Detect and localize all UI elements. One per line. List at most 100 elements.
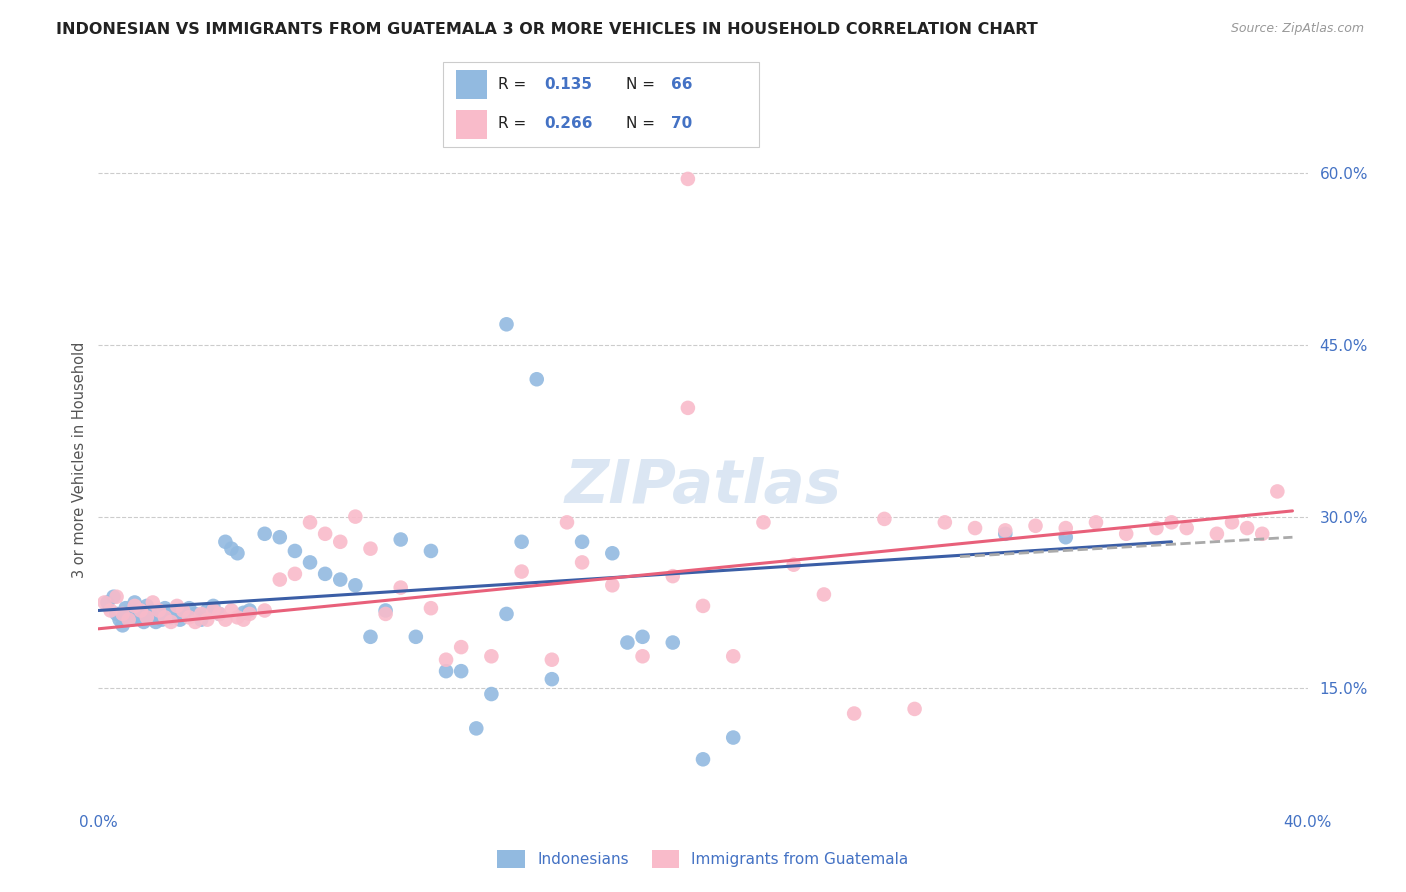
Point	[526, 372, 548, 386]
Point	[676, 401, 699, 415]
Point	[631, 630, 654, 644]
Point	[172, 603, 194, 617]
Point	[904, 702, 927, 716]
Point	[934, 516, 956, 530]
Point	[232, 613, 254, 627]
Point	[481, 687, 503, 701]
Point	[540, 653, 562, 667]
Point	[465, 722, 488, 736]
Point	[692, 752, 714, 766]
Point	[602, 578, 624, 592]
Point	[1144, 521, 1167, 535]
Text: 70: 70	[671, 116, 692, 131]
Point	[142, 595, 165, 609]
Point	[202, 599, 225, 613]
Point	[221, 603, 243, 617]
Point	[360, 630, 382, 644]
Point	[221, 541, 243, 556]
Point	[160, 610, 183, 624]
Point	[344, 509, 367, 524]
Point	[124, 595, 146, 609]
Point	[314, 526, 336, 541]
Point	[1236, 521, 1258, 535]
Point	[190, 607, 212, 621]
Point	[127, 603, 149, 617]
Point	[434, 653, 457, 667]
Point	[132, 615, 155, 629]
Point	[129, 610, 152, 624]
Point	[374, 603, 396, 617]
Point	[510, 534, 533, 549]
Point	[253, 603, 276, 617]
Text: N =: N =	[627, 116, 661, 131]
Point	[540, 672, 562, 686]
Point	[114, 601, 136, 615]
Point	[994, 524, 1017, 538]
Point	[153, 601, 176, 615]
Point	[723, 731, 745, 745]
Point	[299, 555, 322, 570]
Point	[253, 526, 276, 541]
Point	[145, 615, 167, 629]
Point	[844, 706, 866, 721]
Point	[374, 607, 396, 621]
Text: INDONESIAN VS IMMIGRANTS FROM GUATEMALA 3 OR MORE VEHICLES IN HOUSEHOLD CORRELAT: INDONESIAN VS IMMIGRANTS FROM GUATEMALA …	[56, 22, 1038, 37]
Point	[389, 533, 412, 547]
Point	[344, 578, 367, 592]
Point	[163, 603, 186, 617]
Text: R =: R =	[498, 77, 531, 92]
Point	[96, 595, 118, 609]
Point	[166, 608, 188, 623]
Point	[1267, 484, 1289, 499]
Point	[284, 566, 307, 581]
Point	[166, 599, 188, 613]
Point	[965, 521, 987, 535]
Point	[169, 613, 191, 627]
Point	[873, 512, 896, 526]
Point	[139, 603, 162, 617]
Point	[129, 603, 152, 617]
Point	[813, 587, 835, 601]
Text: Source: ZipAtlas.com: Source: ZipAtlas.com	[1230, 22, 1364, 36]
Point	[495, 607, 517, 621]
Legend: Indonesians, Immigrants from Guatemala: Indonesians, Immigrants from Guatemala	[491, 845, 915, 874]
Text: 66: 66	[671, 77, 692, 92]
Point	[723, 649, 745, 664]
Point	[1175, 521, 1198, 535]
Point	[676, 172, 699, 186]
Point	[184, 607, 207, 621]
Point	[571, 555, 593, 570]
Point	[1054, 530, 1077, 544]
Point	[118, 607, 141, 621]
Point	[195, 613, 218, 627]
Point	[284, 544, 307, 558]
Point	[239, 603, 262, 617]
Bar	[456, 70, 486, 99]
Point	[360, 541, 382, 556]
Point	[124, 599, 146, 613]
Point	[752, 516, 775, 530]
Point	[160, 615, 183, 629]
Point	[142, 610, 165, 624]
Point	[692, 599, 714, 613]
Text: N =: N =	[627, 77, 661, 92]
Point	[299, 516, 322, 530]
Point	[156, 606, 179, 620]
Point	[108, 613, 131, 627]
Point	[1054, 521, 1077, 535]
Point	[329, 573, 352, 587]
Point	[195, 603, 218, 617]
Point	[616, 635, 638, 649]
Point	[994, 526, 1017, 541]
Text: 0.135: 0.135	[544, 77, 592, 92]
Point	[631, 649, 654, 664]
Point	[450, 664, 472, 678]
Point	[226, 546, 249, 560]
Point	[420, 601, 443, 615]
Point	[662, 569, 685, 583]
Point	[179, 610, 201, 624]
Point	[662, 635, 685, 649]
Point	[420, 544, 443, 558]
Point	[1251, 526, 1274, 541]
Text: ZIPatlas: ZIPatlas	[564, 458, 842, 516]
